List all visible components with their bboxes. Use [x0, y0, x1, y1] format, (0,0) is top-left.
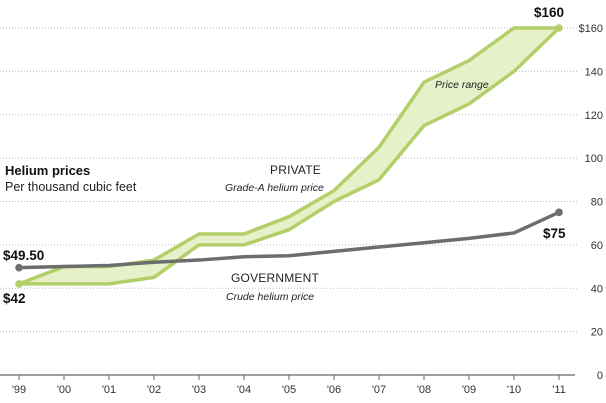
x-tick-label-7: '06	[327, 384, 341, 396]
x-tick-label-12: '11	[552, 384, 566, 396]
marker-private-start	[15, 280, 23, 288]
chart-subtitle: Per thousand cubic feet	[5, 180, 137, 194]
x-tick-label-3: '02	[147, 384, 161, 396]
start-government-value: $49.50	[3, 248, 44, 263]
x-tick-label-10: '09	[462, 384, 476, 396]
government-line	[18, 210, 560, 270]
y-tick-label-60: 60	[591, 240, 603, 252]
private-label: PRIVATE	[270, 163, 321, 177]
price-range-area	[19, 28, 559, 284]
chart-title: Helium prices	[5, 163, 90, 178]
marker-private-end	[555, 24, 563, 32]
government-label: GOVERNMENT	[231, 271, 319, 285]
x-tick-label-6: '05	[282, 384, 296, 396]
y-tick-label-80: 80	[591, 197, 603, 209]
x-axis-ticks: '99 '00 '01 '02 '03 '04 '05 '06 '07 '08 '09 '10 '11	[12, 375, 566, 396]
x-tick-label-4: '03	[192, 384, 206, 396]
x-tick-label-5: '04	[237, 384, 251, 396]
x-tick-label-9: '08	[417, 384, 431, 396]
x-tick-label-8: '07	[372, 384, 386, 396]
price-range-label: Price range	[435, 79, 489, 91]
x-tick-label-0: '99	[12, 384, 26, 396]
y-tick-label-160: $160	[579, 23, 603, 35]
government-sublabel: Crude helium price	[226, 291, 314, 303]
x-tick-label-1: '00	[57, 384, 71, 396]
endpoint-markers	[15, 24, 563, 288]
y-tick-label-100: 100	[585, 153, 603, 165]
private-low-line	[19, 26, 561, 286]
x-tick-label-2: '01	[102, 384, 116, 396]
y-tick-label-120: 120	[585, 110, 603, 122]
marker-government-end	[555, 208, 563, 217]
gridlines	[0, 27, 577, 333]
y-axis-ticks: 0 20 40 60 80 100 120 140 $160	[579, 23, 603, 382]
private-sublabel: Grade-A helium price	[225, 182, 324, 194]
end-private-value: $160	[534, 5, 564, 20]
y-tick-label-20: 20	[591, 327, 603, 339]
marker-government-start	[15, 263, 23, 272]
end-government-value: $75	[543, 226, 566, 241]
y-tick-label-0: 0	[597, 370, 603, 382]
y-tick-label-140: 140	[585, 66, 603, 78]
x-tick-label-11: '10	[507, 384, 521, 396]
y-tick-label-40: 40	[591, 283, 603, 295]
start-private-value: $42	[3, 291, 26, 306]
